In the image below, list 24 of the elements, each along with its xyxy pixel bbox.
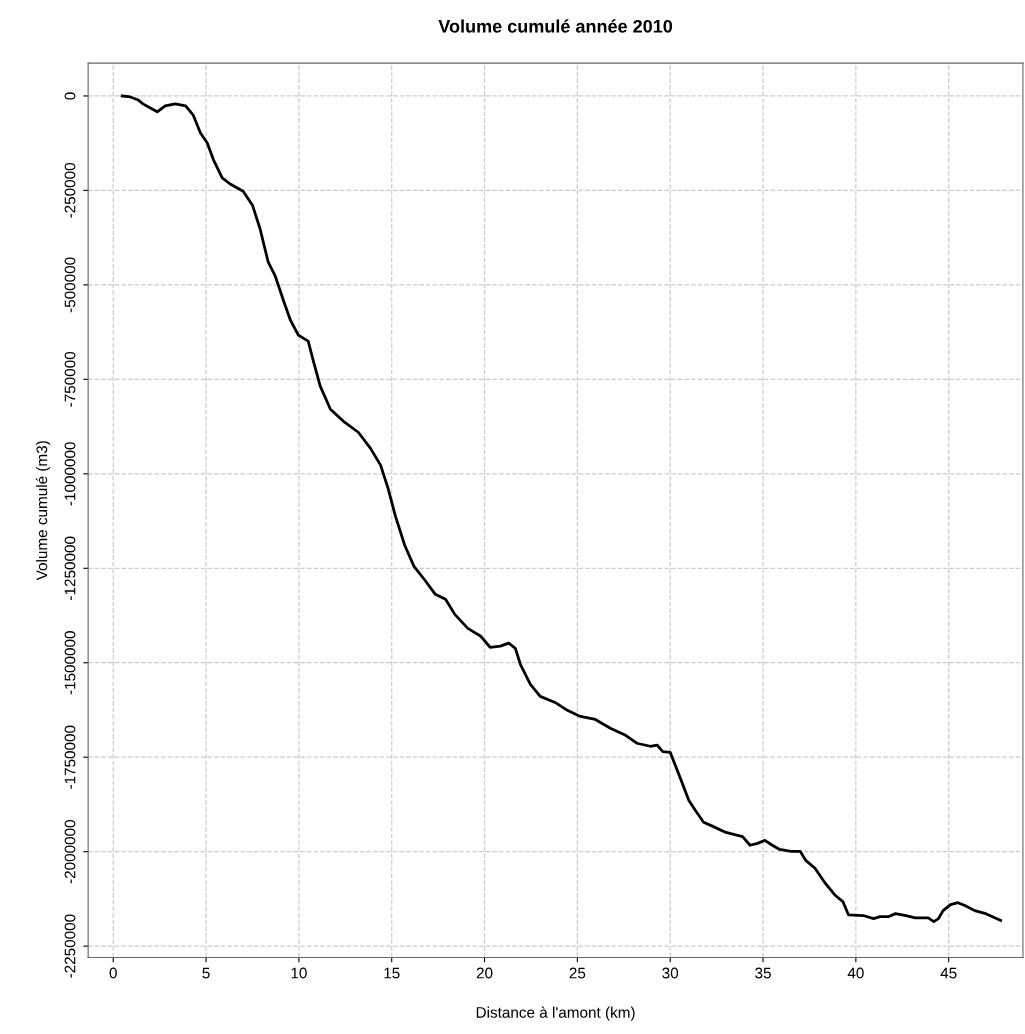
y-tick-label: -2250000 <box>64 914 76 978</box>
y-tick-label: -750000 <box>64 351 76 407</box>
y-tick-label: 0 <box>64 92 76 100</box>
x-tick-label: 30 <box>662 967 679 979</box>
y-tick-label: -250000 <box>64 162 76 218</box>
y-tick-label: -1750000 <box>64 725 76 789</box>
chart-title: Volume cumulé année 2010 <box>438 19 673 33</box>
y-axis-title: Volume cumulé (m3) <box>35 441 51 581</box>
x-tick-label: 35 <box>755 967 771 979</box>
x-tick-label: 10 <box>291 967 307 979</box>
x-tick-label: 45 <box>940 967 957 979</box>
x-tick-label: 20 <box>476 967 493 979</box>
line-series <box>120 94 1003 923</box>
x-axis-title: Distance à l'amont (km) <box>476 1006 635 1021</box>
y-tick-label: -2000000 <box>64 819 76 884</box>
x-tick-label: 0 <box>109 967 117 979</box>
x-tick-label: 5 <box>202 967 210 979</box>
y-tick-label: -1250000 <box>64 536 76 600</box>
y-tick-label: -1000000 <box>64 442 76 506</box>
y-tick-label: -500000 <box>64 257 76 313</box>
x-tick-label: 25 <box>569 967 586 979</box>
y-tick-label: -1500000 <box>64 631 76 695</box>
x-tick-label: 15 <box>384 967 400 979</box>
x-tick-label: 40 <box>847 967 864 979</box>
